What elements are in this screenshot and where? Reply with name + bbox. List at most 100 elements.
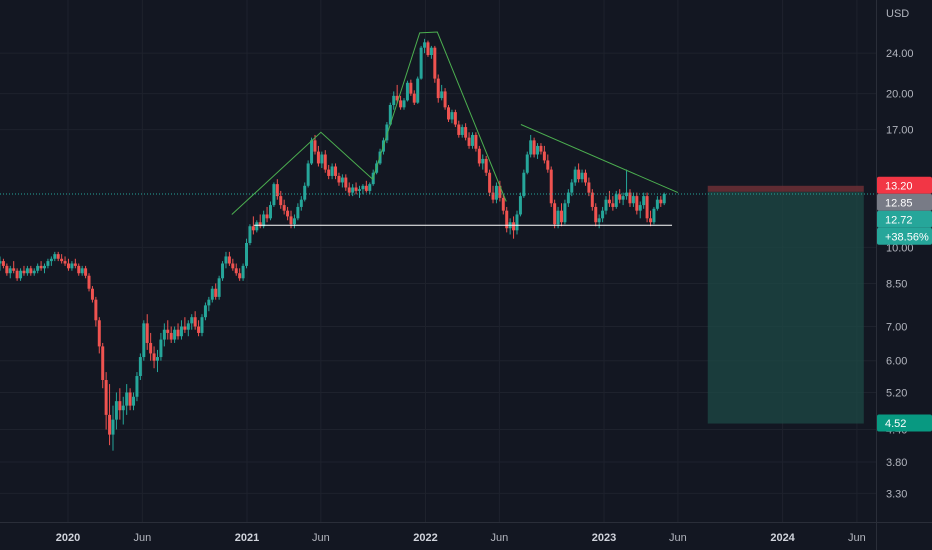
candle-body [484, 158, 488, 173]
price-tag-bg [877, 176, 932, 194]
candle-body [399, 100, 403, 108]
candle-body [121, 405, 125, 411]
candle-body [594, 206, 598, 223]
candle-body [183, 326, 187, 330]
candle-body [491, 192, 495, 200]
pattern-trendline [520, 124, 679, 194]
candle-body [501, 197, 505, 211]
candle-body [566, 192, 570, 204]
candle-body [241, 265, 245, 279]
price-tick-label: 6.00 [886, 356, 907, 368]
time-tick-label: 2022 [413, 532, 437, 544]
candle-body [179, 326, 183, 337]
candle-body [590, 192, 594, 207]
candle-body [505, 210, 509, 229]
price-tag-bg [877, 193, 932, 211]
candle-body [429, 47, 433, 56]
candle-body [649, 218, 653, 223]
candle-body [409, 82, 413, 94]
candle-body [560, 210, 564, 223]
candle-body [412, 93, 416, 103]
price-tag-label: 4.52 [885, 418, 906, 430]
candle-body [467, 137, 471, 146]
candle-body [145, 323, 149, 343]
candle-body [638, 205, 642, 211]
candle-body [563, 203, 567, 223]
candle-body [176, 329, 180, 337]
candle-body [320, 154, 324, 164]
candle-body [587, 182, 591, 193]
price-tick-label: 17.00 [886, 125, 914, 137]
candle-body [419, 47, 423, 79]
candle-body [525, 154, 529, 173]
candle-body [152, 353, 156, 361]
candle-body [423, 42, 427, 48]
candle-body [536, 145, 540, 155]
price-tick-label: 20.00 [886, 89, 914, 101]
candle-body [310, 140, 314, 164]
candle-body [340, 177, 344, 183]
candle-body [268, 205, 272, 219]
candle-body [433, 47, 437, 79]
candle-body [597, 218, 601, 223]
candle-body [19, 270, 23, 279]
time-tick-label: 2021 [235, 532, 259, 544]
candle-body [395, 95, 399, 101]
price-tag-label: +38.56% [885, 231, 929, 243]
candle-body [601, 210, 605, 219]
candle-body [272, 184, 276, 206]
candle-body [542, 151, 546, 161]
candle-body [197, 326, 201, 333]
candle-body [80, 268, 84, 274]
candle-body [577, 169, 581, 180]
candle-body [573, 169, 577, 183]
candle-body [238, 273, 242, 279]
candle-body [450, 112, 454, 120]
candle-body [12, 268, 16, 271]
candle-body [532, 140, 536, 155]
candle-body [347, 187, 351, 193]
candle-body [84, 268, 88, 276]
candle-body [385, 124, 389, 141]
candle-body [645, 196, 649, 219]
candle-body [344, 177, 348, 188]
stop-zone [707, 185, 864, 192]
time-axis[interactable]: 2020 Jun 2021 Jun 2022 Jun 2023 Jun 2024 Jun [56, 532, 866, 544]
candle-body [494, 185, 498, 200]
candle-body [251, 226, 255, 231]
candle-body [97, 320, 101, 347]
candle-body [368, 184, 372, 191]
candle-body [159, 339, 163, 358]
candle-body [443, 91, 447, 108]
candle-body [539, 145, 543, 152]
candle-body [190, 317, 194, 324]
candle-body [604, 199, 608, 211]
candle-body [128, 392, 132, 406]
candle-body [477, 148, 481, 164]
candle-body [286, 210, 290, 217]
candle-body [125, 392, 129, 406]
candle-body [364, 185, 368, 191]
candle-body [549, 169, 553, 204]
candle-body [316, 151, 320, 164]
price-tag-label: 12.85 [885, 197, 913, 209]
candle-body [388, 104, 392, 125]
price-tick-label: 5.20 [886, 387, 907, 399]
price-tick-label: 3.30 [886, 488, 907, 500]
candle-body [323, 154, 327, 170]
candle-body [357, 189, 361, 191]
candle-body [327, 169, 331, 176]
candle-body [90, 288, 94, 300]
candle-body [155, 357, 159, 361]
candle-body [546, 160, 550, 170]
candle-body [334, 166, 338, 176]
candle-body [662, 194, 666, 204]
candle-body [553, 203, 557, 225]
candle-body [279, 196, 283, 206]
candle-body [101, 346, 105, 381]
target-zone [707, 191, 864, 424]
price-tag-label: 13.20 [885, 180, 913, 192]
candle-body [416, 78, 420, 103]
candle-body [522, 172, 526, 197]
